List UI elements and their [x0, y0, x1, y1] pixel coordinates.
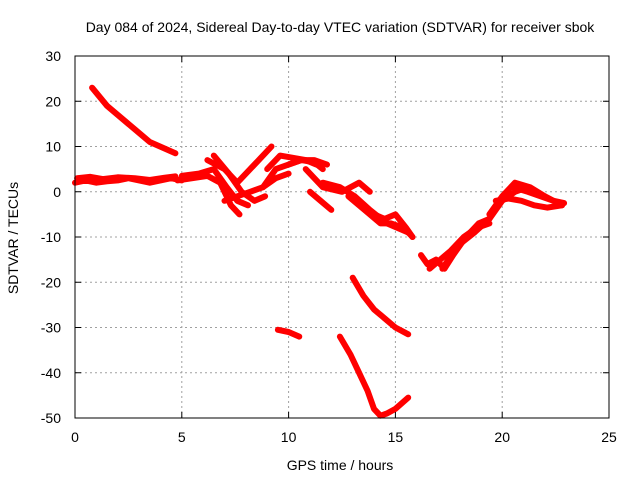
- x-tick-label: 10: [281, 429, 297, 445]
- x-tick-label: 15: [388, 429, 404, 445]
- series-arc-11: [285, 157, 326, 173]
- y-tick-label: 0: [53, 184, 61, 200]
- y-tick-label: 20: [45, 93, 61, 109]
- x-tick-label: 5: [178, 429, 186, 445]
- series-arc-22: [439, 184, 531, 272]
- series-arc-19: [336, 333, 412, 419]
- y-tick-label: -10: [41, 229, 61, 245]
- series-arc-13: [307, 188, 335, 213]
- series-arc-17: [274, 326, 303, 340]
- series-arc-3: [74, 173, 179, 183]
- axis-ticks: 0 5 10 15 20 25 -50 -40 -30 -20 -10 0 10 20 30: [41, 48, 617, 445]
- y-tick-label: 10: [45, 139, 61, 155]
- series-arc-18: [349, 274, 412, 338]
- y-tick-label: -50: [41, 410, 61, 426]
- series-arc-5: [178, 166, 251, 209]
- series-arc-16: [371, 211, 416, 240]
- x-tick-label: 25: [601, 429, 617, 445]
- series-arc-8: [221, 170, 292, 204]
- data-series: [72, 84, 568, 419]
- series-arc-4: [174, 172, 243, 218]
- y-tick-label: -20: [41, 274, 61, 290]
- y-tick-label: -30: [41, 320, 61, 336]
- series-arc-1: [89, 84, 179, 157]
- y-tick-label: 30: [45, 48, 61, 64]
- x-tick-label: 20: [494, 429, 510, 445]
- x-axis-label: GPS time / hours: [287, 457, 394, 473]
- series-arc-25: [492, 195, 565, 211]
- y-tick-label: -40: [41, 365, 61, 381]
- chart-title: Day 084 of 2024, Sidereal Day-to-day VTE…: [86, 19, 596, 35]
- x-tick-label: 0: [71, 429, 79, 445]
- grid-lines: [75, 56, 609, 418]
- y-axis-label: SDTVAR / TECUs: [5, 182, 21, 294]
- series-arc-24: [509, 184, 568, 207]
